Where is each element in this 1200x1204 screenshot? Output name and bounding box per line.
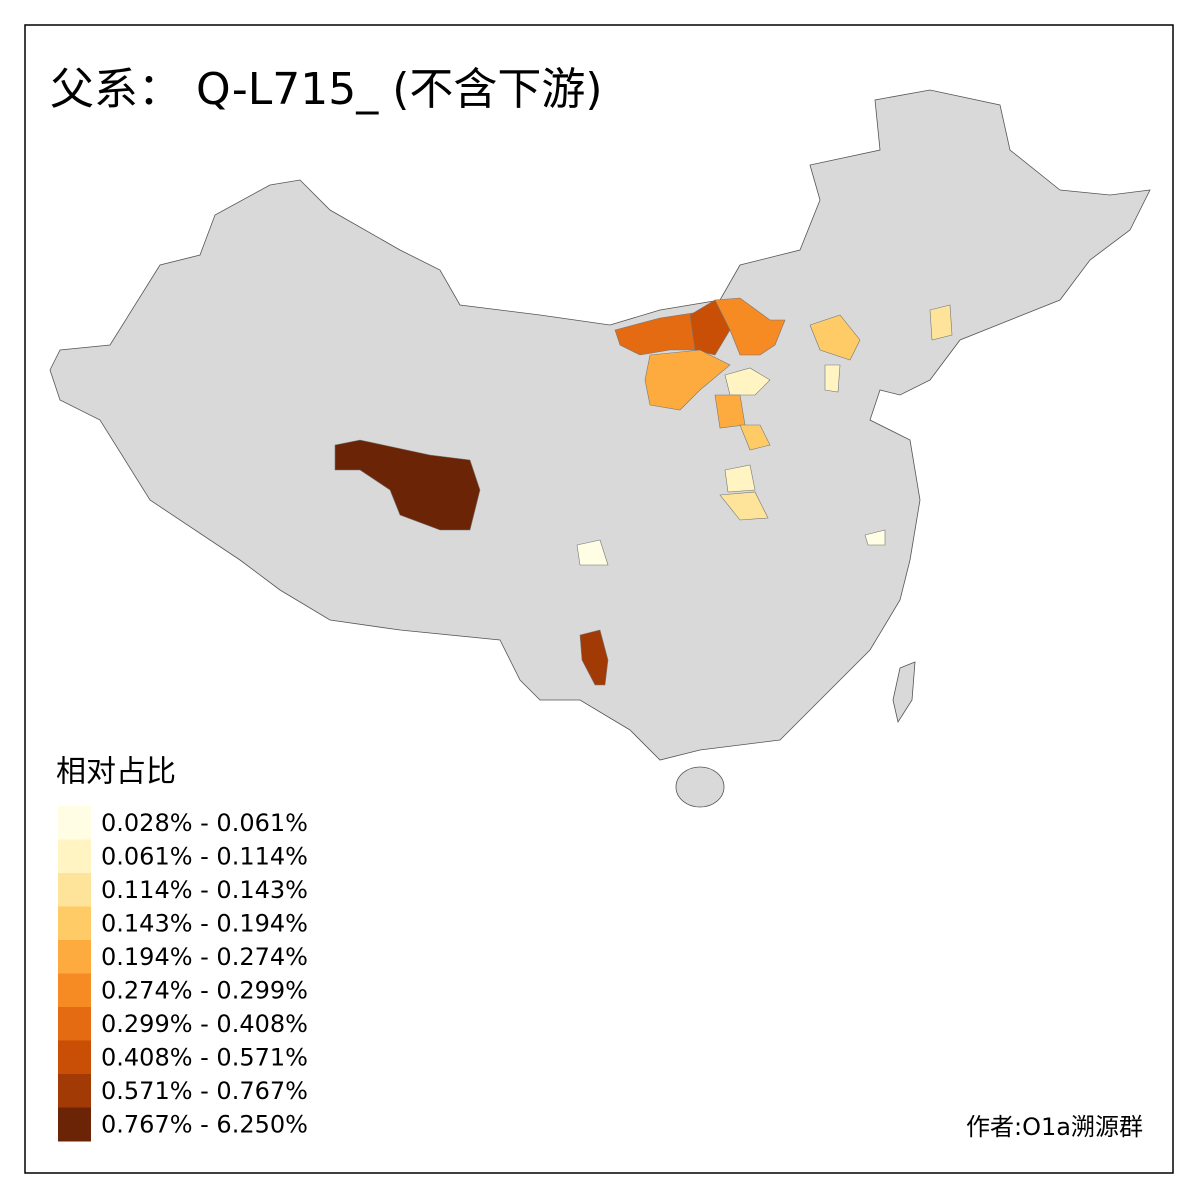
legend-label: 0.767% - 6.250% [101,1111,308,1139]
legend-label: 0.114% - 0.143% [101,876,308,904]
highlighted-regions [334,297,953,686]
island [675,766,725,808]
region [724,367,771,396]
frame [24,24,1174,1174]
legend-label: 0.143% - 0.194% [101,910,308,938]
credit: 作者:O1a溯源群 [966,1113,1143,1141]
legend-label: 0.299% - 0.408% [101,1010,308,1038]
legend-swatch [58,873,91,907]
region [809,314,861,361]
island [892,661,916,724]
region [644,349,731,411]
region [824,364,841,393]
legend-title: 相对占比 [56,755,176,790]
legend-swatch [58,806,91,840]
region [719,491,769,521]
legend-swatch [58,973,91,1008]
legend-label: 0.274% - 0.299% [101,977,308,1005]
legend-label: 0.571% - 0.767% [101,1077,308,1105]
legend-label: 0.028% - 0.061% [101,809,308,837]
region [334,439,481,531]
region [579,629,609,686]
region [576,539,609,566]
legend-swatch [58,1007,91,1041]
region [714,394,746,429]
region [929,304,953,341]
legend-swatch [58,839,91,874]
region [689,299,731,356]
region [864,529,886,546]
legend-label: 0.408% - 0.571% [101,1044,308,1072]
country-outline [49,89,1151,761]
region [614,311,706,356]
region [714,297,786,356]
legend-swatch [58,1107,91,1142]
legend-label: 0.194% - 0.274% [101,943,308,971]
legend-swatch [58,1074,91,1108]
legend-swatch [58,1040,91,1075]
region [739,424,771,451]
legend: 0.028% - 0.061% 0.061% - 0.114% 0.114% - 0… [58,806,308,1142]
region [724,464,756,493]
map-title: 父系： Q-L715_ (不含下游) [50,64,603,115]
legend-swatch [58,906,91,941]
legend-label: 0.061% - 0.114% [101,843,308,871]
legend-swatch [58,940,91,974]
